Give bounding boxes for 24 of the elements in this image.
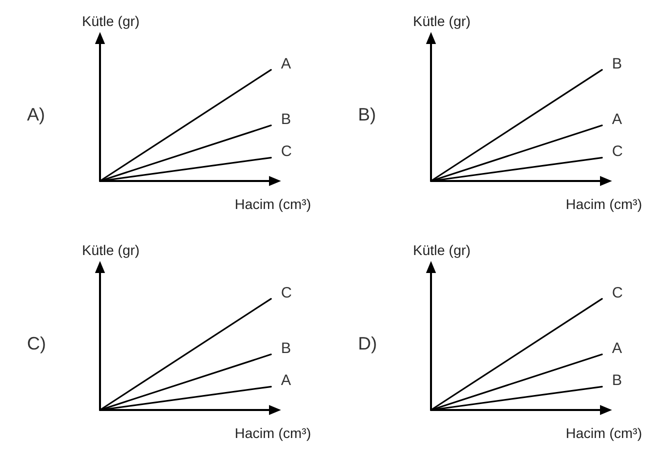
series-label: C xyxy=(281,143,292,160)
series-label: A xyxy=(612,110,622,128)
text: B) xyxy=(358,104,376,124)
series-label: A xyxy=(281,372,292,390)
series-label: A xyxy=(612,340,622,357)
series-label: B xyxy=(281,340,292,357)
y-axis-title: Kütle (gr) xyxy=(82,242,140,258)
series-label: B xyxy=(281,110,292,128)
text: C) xyxy=(27,334,46,354)
y-axis-title: Kütle (gr) xyxy=(82,13,140,29)
series-label: C xyxy=(612,284,623,302)
x-axis-title: Hacim (cm³) xyxy=(566,196,642,212)
x-axis-title: Hacim (cm³) xyxy=(234,425,311,441)
x-axis-title: Hacim (cm³) xyxy=(566,425,642,441)
series-label: B xyxy=(612,372,622,390)
series-label: A xyxy=(281,55,292,72)
text: A) xyxy=(27,104,45,124)
y-axis-title: Kütle (gr) xyxy=(413,13,471,29)
series-label: B xyxy=(612,55,622,72)
y-axis-title: Kütle (gr) xyxy=(413,242,471,258)
series-label: C xyxy=(612,143,623,160)
series-label: C xyxy=(281,284,292,302)
text: D) xyxy=(358,334,377,354)
x-axis-title: Hacim (cm³) xyxy=(234,196,311,212)
